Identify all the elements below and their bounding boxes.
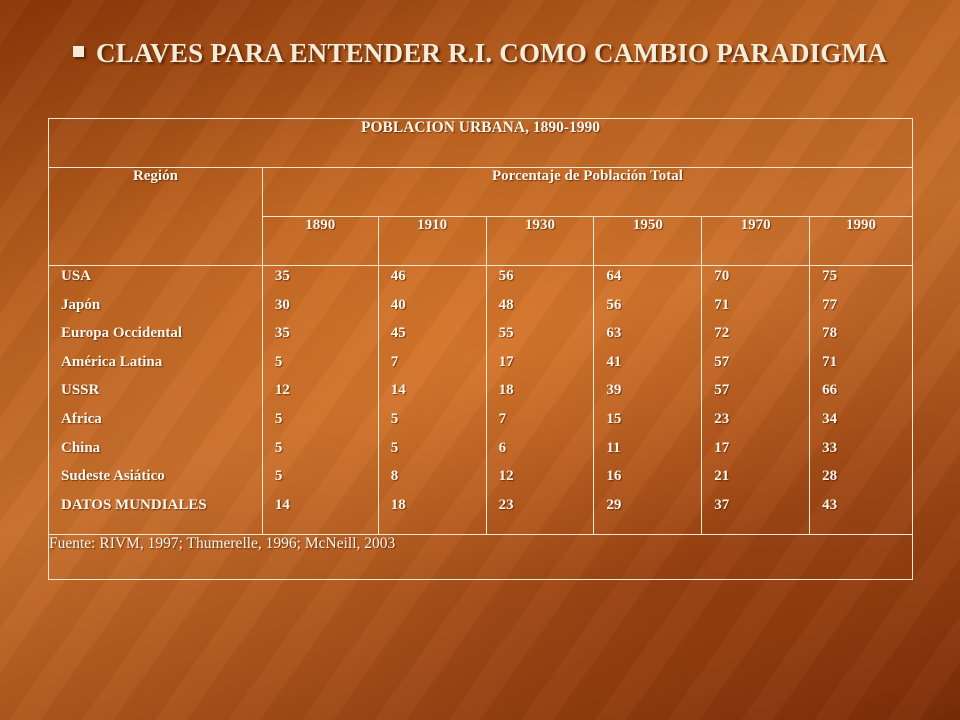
value-cell: 11 [606,439,621,456]
value-cell: 21 [714,468,730,485]
values-column-1970: 70 71 72 57 57 23 17 21 37 [701,265,811,535]
value-cell: 43 [822,496,838,513]
value-cell: 18 [498,382,514,399]
region-label: USA [61,268,92,284]
value-cell: 70 [714,268,730,284]
value-cell: 75 [822,268,838,284]
value-cell: 5 [274,439,283,456]
value-cell: 17 [498,353,514,370]
region-label: China [61,439,101,456]
value-cell: 48 [498,296,514,313]
value-cell: 15 [606,410,622,427]
value-cell: 12 [498,468,514,485]
value-cell: 7 [498,410,507,427]
region-label: Sudeste Asiático [61,468,165,485]
region-label: Japón [61,296,101,313]
value-cell: 5 [274,468,283,485]
value-cell: 29 [606,496,622,513]
value-cell: 5 [274,410,283,427]
value-cell: 18 [390,496,406,513]
value-cell: 16 [606,468,622,485]
year-header-1930: 1930 [485,216,595,266]
slide-title-text: CLAVES PARA ENTENDER R.I. COMO CAMBIO PA… [96,38,887,68]
region-label: DATOS MUNDIALES [61,496,207,513]
value-cell: 30 [274,296,290,313]
value-cell: 34 [822,410,838,427]
value-cell: 66 [822,382,838,399]
slide-title: CLAVES PARA ENTENDER R.I. COMO CAMBIO PA… [0,38,960,69]
table-body-row: USA Japón Europa Occidental América Latina U… [48,265,913,535]
value-cell: 56 [606,296,622,313]
value-cell: 35 [274,325,290,342]
values-column-1930: 56 48 55 17 18 7 6 12 23 [485,265,595,535]
value-cell: 78 [822,325,838,342]
year-header-1970: 1970 [701,216,811,266]
value-cell: 8 [390,468,399,485]
value-cell: 7 [390,353,399,370]
values-column-1990: 75 77 78 71 66 34 33 28 43 [809,265,913,535]
value-cell: 64 [606,268,622,284]
value-cell: 17 [714,439,730,456]
value-cell: 14 [390,382,406,399]
value-cell: 37 [714,496,730,513]
year-header-1990: 1990 [809,216,913,266]
value-cell: 33 [822,439,838,456]
table-title: POBLACION URBANA, 1890-1990 [48,118,913,168]
urban-population-table: POBLACION URBANA, 1890-1990 Región Porce… [48,118,914,580]
region-label: Africa [61,410,102,427]
value-cell: 5 [390,439,399,456]
values-column-1910: 46 40 45 7 14 5 5 8 18 [377,265,487,535]
value-cell: 39 [606,382,622,399]
value-cell: 55 [498,325,514,342]
value-cell: 12 [274,382,290,399]
value-cell: 6 [498,439,507,456]
source-note: Fuente: RIVM, 1997; Thumerelle, 1996; Mc… [48,534,913,580]
value-cell: 45 [390,325,406,342]
value-cell: 57 [714,353,730,370]
value-cell: 41 [606,353,622,370]
square-bullet-icon [73,46,85,57]
value-cell: 5 [390,410,399,427]
year-header-1890: 1890 [261,216,379,266]
region-list-cell: USA Japón Europa Occidental América Latina U… [48,265,263,535]
value-cell: 40 [390,296,406,313]
values-column-1890: 35 30 35 5 12 5 5 5 14 [261,265,379,535]
value-cell: 72 [714,325,730,342]
value-cell: 23 [714,410,730,427]
value-cell: 14 [274,496,290,513]
region-label: América Latina [61,353,163,370]
region-label: Europa Occidental [61,325,182,342]
value-cell: 57 [714,382,730,399]
year-header-1950: 1950 [593,216,703,266]
values-column-1950: 64 56 63 41 39 15 11 16 29 [593,265,703,535]
value-cell: 63 [606,325,622,342]
value-cell: 77 [822,296,838,313]
region-header: Región [48,167,263,266]
value-cell: 71 [714,296,730,313]
year-header-row: 1890 1910 1930 1950 1970 1990 [49,216,913,266]
group-header: Porcentaje de Población Total [261,167,914,217]
region-label: USSR [61,382,100,399]
value-cell: 71 [822,353,838,370]
value-cell: 46 [390,268,406,284]
value-cell: 35 [274,268,290,284]
value-cell: 23 [498,496,514,513]
value-cell: 28 [822,468,838,485]
value-cell: 5 [274,353,283,370]
value-cell: 56 [498,268,514,284]
year-header-1910: 1910 [377,216,487,266]
